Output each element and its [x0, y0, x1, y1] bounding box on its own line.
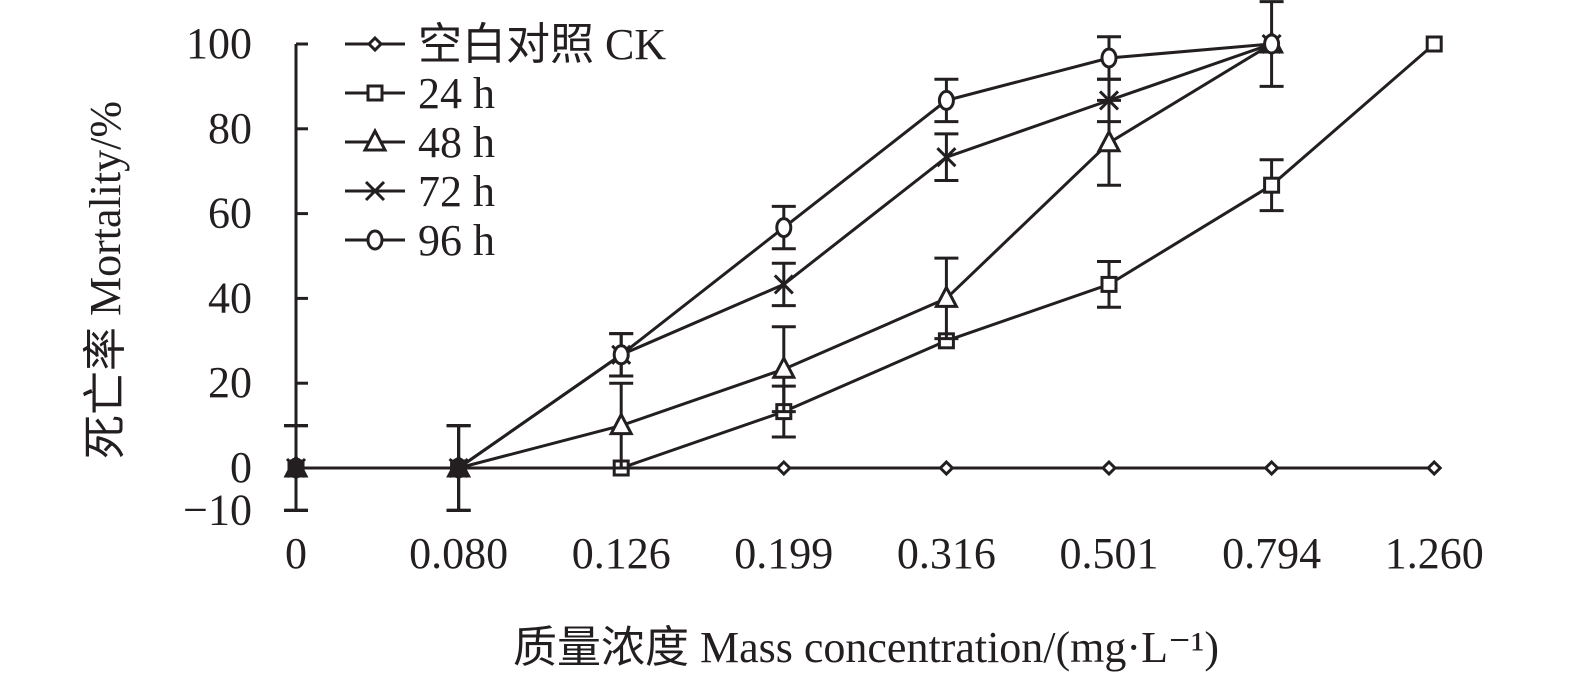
circle-marker	[450, 457, 468, 479]
circle-marker	[366, 229, 384, 251]
circle-marker	[1100, 47, 1118, 69]
diamond-marker	[1263, 459, 1280, 477]
x-tick-label: 0.199	[734, 529, 833, 578]
x-tick-label: 0	[285, 529, 307, 578]
x-tick-label: 1.260	[1385, 529, 1484, 578]
y-tick-label: 60	[208, 189, 252, 238]
triangle-marker	[1096, 128, 1122, 153]
circle-marker	[612, 344, 630, 366]
square-marker	[366, 84, 384, 102]
series-group	[283, 0, 1443, 512]
y-tick-label: −10	[183, 485, 252, 534]
x-tick-label: 0.794	[1222, 529, 1321, 578]
x-tick-label: 0.080	[409, 529, 508, 578]
diamond-marker	[775, 459, 792, 477]
x-tick-label: 0.126	[572, 529, 671, 578]
circle-marker	[775, 217, 793, 239]
diamond-marker	[1426, 459, 1443, 477]
x-marker-stroke	[1098, 90, 1120, 111]
x-marker	[936, 147, 957, 168]
triangle-marker	[608, 411, 634, 436]
x-marker	[364, 180, 386, 202]
diamond-marker	[366, 35, 384, 53]
square-marker	[1100, 275, 1118, 293]
square-marker	[1425, 35, 1443, 53]
square-marker	[1263, 176, 1281, 194]
x-tick-label: 0.316	[897, 529, 996, 578]
series-line	[296, 42, 1436, 470]
x-marker	[773, 274, 794, 295]
y-tick-label: 20	[208, 358, 252, 407]
legend-label: 空白对照 CK	[418, 20, 666, 69]
diamond-marker	[938, 459, 955, 477]
circle-marker	[937, 89, 955, 111]
y-tick-label: 0	[230, 443, 252, 492]
triangle-marker	[362, 127, 388, 152]
x-marker-stroke	[773, 274, 794, 295]
legend-label: 72 h	[418, 167, 495, 216]
legend-label: 96 h	[418, 216, 495, 265]
x-tick-label: 0.501	[1060, 529, 1159, 578]
x-marker-stroke	[936, 147, 957, 168]
diamond-marker	[1100, 459, 1118, 477]
triangle-marker	[771, 354, 797, 379]
legend-label: 24 h	[418, 69, 495, 118]
series-96-h	[284, 33, 1281, 512]
y-axis-title: 死亡率 Mortality/%	[81, 101, 130, 459]
y-tick-label: 40	[208, 273, 252, 322]
x-marker	[1098, 90, 1120, 111]
x-axis-title: 质量浓度 Mass concentration/(mg·L⁻¹)	[513, 623, 1219, 672]
legend-label: 48 h	[418, 118, 495, 167]
triangle-marker	[933, 284, 959, 308]
circle-marker	[1263, 33, 1281, 55]
y-tick-label: 80	[208, 104, 252, 153]
circle-marker	[287, 457, 305, 479]
x-marker-stroke	[364, 180, 386, 202]
y-tick-label: 100	[186, 19, 252, 68]
